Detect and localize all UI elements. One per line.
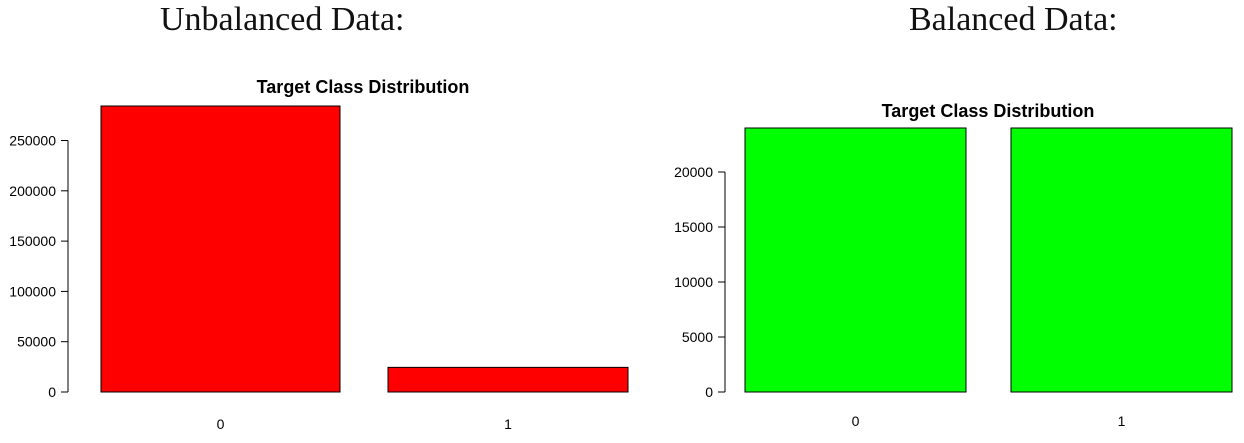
balanced-x-category-label: 0: [852, 413, 860, 429]
balanced-bar-1: [1010, 127, 1233, 393]
unbalanced-chart-title: Target Class Distribution: [257, 77, 470, 97]
balanced-bar-0: [744, 127, 967, 393]
balanced-x-category-label: 1: [1118, 413, 1126, 429]
balanced-y-tick-label: 20000: [674, 164, 713, 180]
unbalanced-y-tick-label: 150000: [9, 233, 56, 249]
balanced-y-tick-label: 15000: [674, 219, 713, 235]
unbalanced-y-tick-label: 250000: [9, 133, 56, 149]
unbalanced-x-category-label: 0: [217, 416, 225, 432]
balanced-chart-title: Target Class Distribution: [882, 101, 1095, 121]
unbalanced-y-tick-label: 100000: [9, 283, 56, 299]
balanced-y-tick-label: 5000: [682, 329, 713, 345]
unbalanced-bar-0: [100, 105, 341, 393]
unbalanced-data-heading: Unbalanced Data:: [160, 1, 405, 38]
unbalanced-x-category-label: 1: [504, 416, 512, 432]
balanced-y-tick-label: 10000: [674, 274, 713, 290]
unbalanced-y-tick-label: 50000: [17, 334, 56, 350]
unbalanced-y-tick-label: 200000: [9, 183, 56, 199]
balanced-data-heading: Balanced Data:: [909, 1, 1118, 38]
unbalanced-y-tick-label: 0: [48, 384, 56, 400]
balanced-y-tick-label: 0: [705, 384, 713, 400]
unbalanced-bar-1: [387, 366, 629, 393]
